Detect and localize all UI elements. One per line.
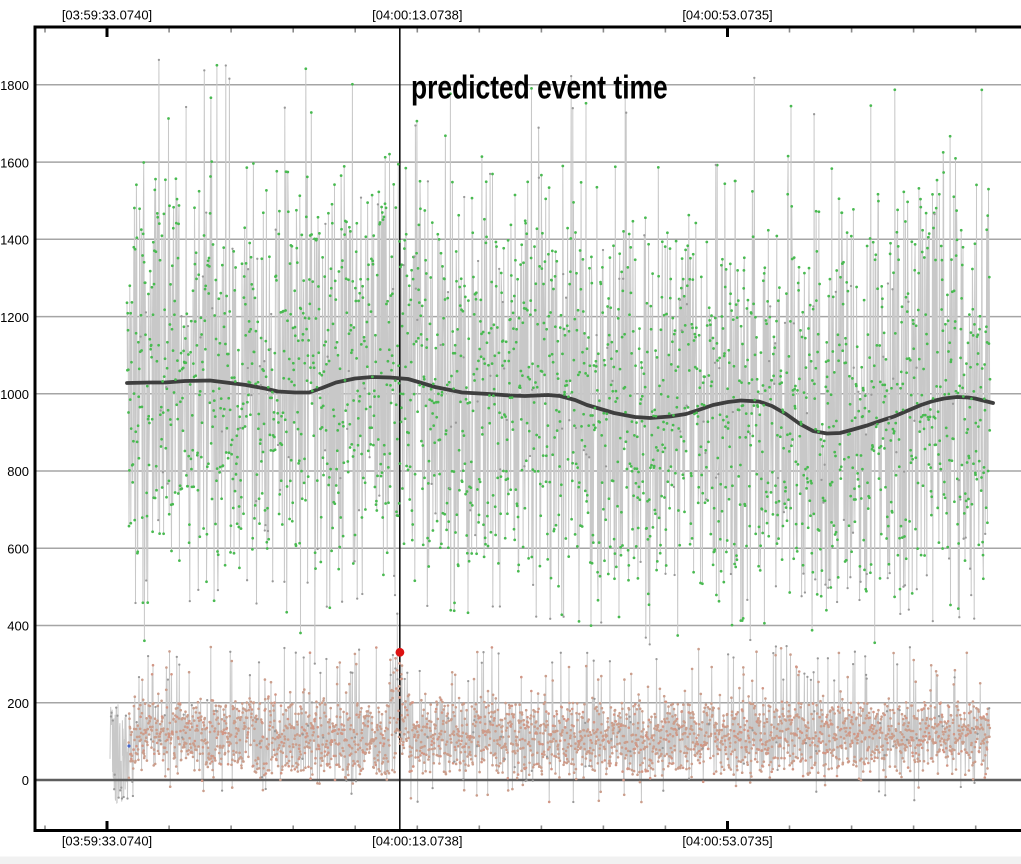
svg-text:[03:59:33.0740]: [03:59:33.0740] — [62, 7, 152, 22]
svg-text:800: 800 — [7, 464, 29, 479]
svg-text:1200: 1200 — [0, 310, 29, 325]
svg-text:200: 200 — [7, 696, 29, 711]
svg-text:400: 400 — [7, 619, 29, 634]
svg-text:[04:00:53.0735]: [04:00:53.0735] — [682, 834, 772, 849]
svg-text:predicted event time: predicted event time — [411, 70, 668, 106]
svg-text:[03:59:33.0740]: [03:59:33.0740] — [62, 834, 152, 849]
svg-text:1800: 1800 — [0, 78, 29, 93]
svg-text:1400: 1400 — [0, 233, 29, 248]
svg-text:[04:00:53.0735]: [04:00:53.0735] — [682, 7, 772, 22]
svg-text:1000: 1000 — [0, 387, 29, 402]
svg-text:600: 600 — [7, 542, 29, 557]
svg-text:[04:00:13.0738]: [04:00:13.0738] — [372, 834, 462, 849]
svg-text:0: 0 — [22, 773, 29, 788]
svg-text:[04:00:13.0738]: [04:00:13.0738] — [372, 7, 462, 22]
svg-text:1600: 1600 — [0, 155, 29, 170]
